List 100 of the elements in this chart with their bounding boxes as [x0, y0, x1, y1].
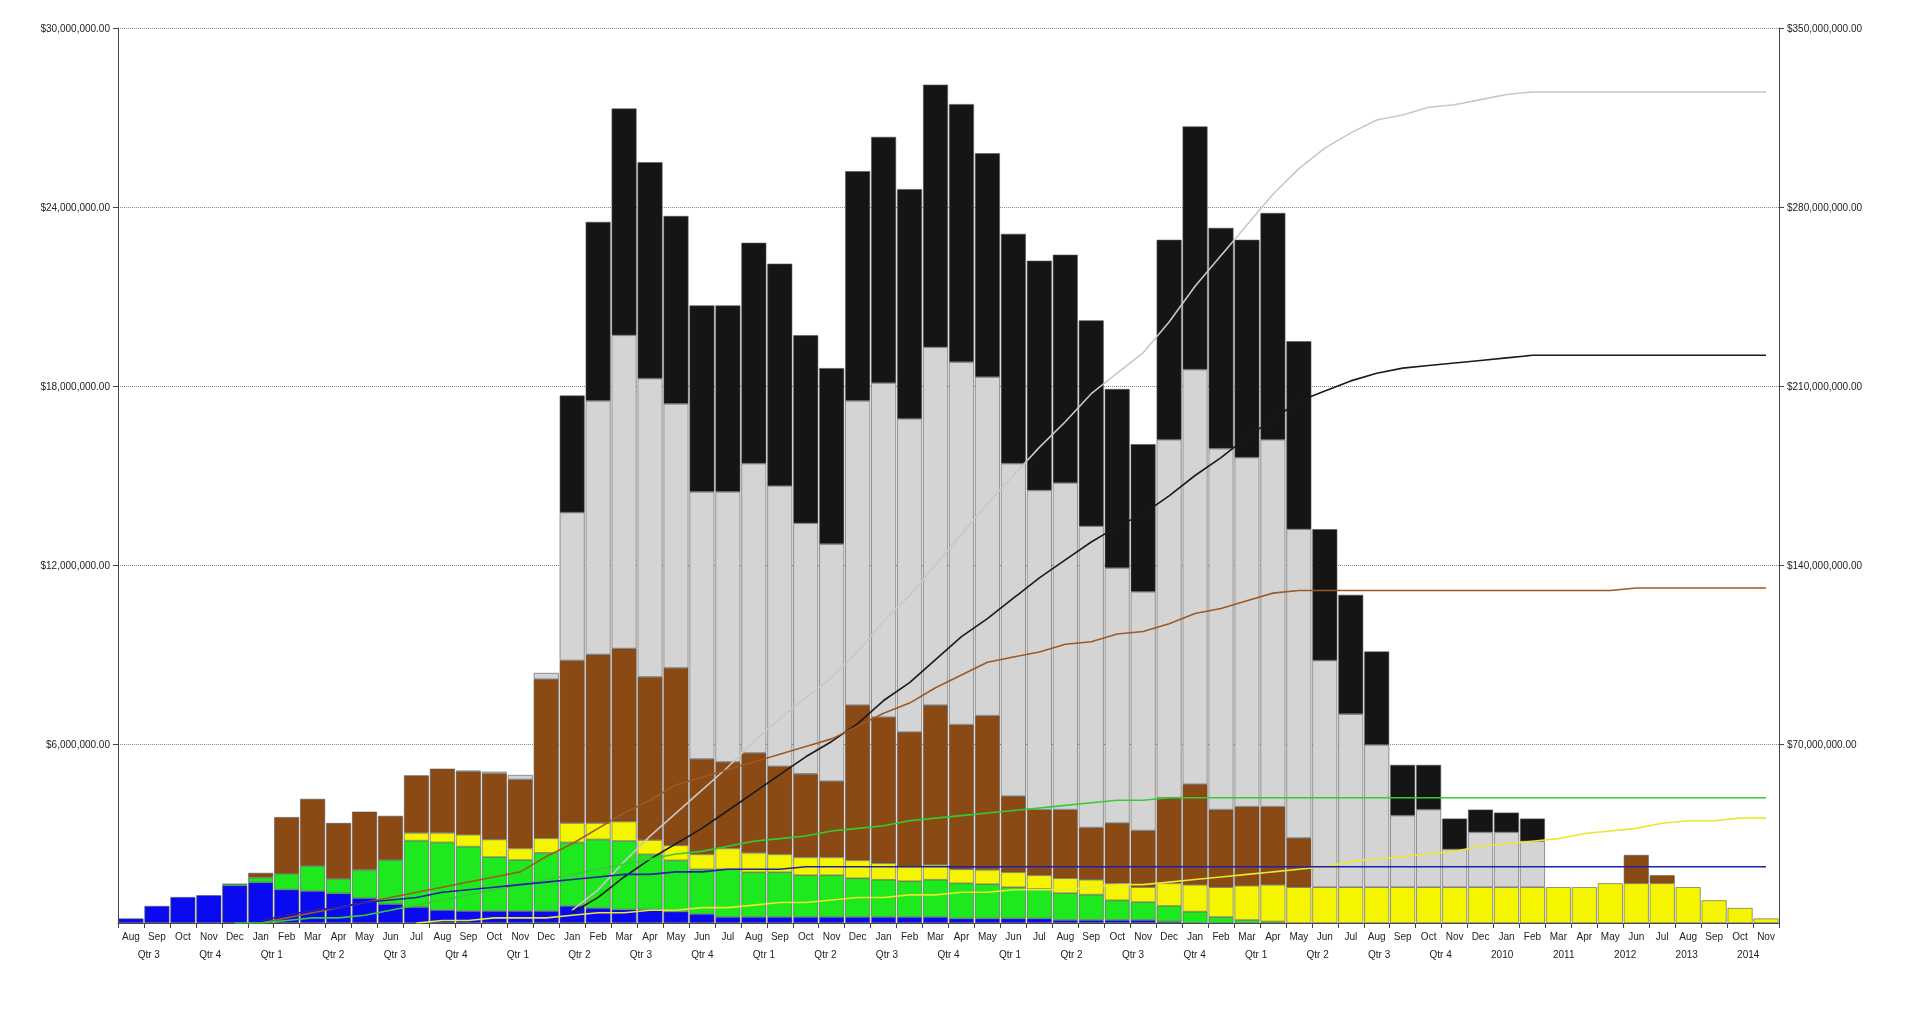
x-tick-label: May	[666, 930, 686, 942]
x-tick-label: Dec	[848, 930, 867, 942]
x-tick-label: Sep	[770, 930, 790, 942]
x-tick-label: Oct	[486, 930, 503, 942]
text: Qtr 1	[998, 948, 1022, 960]
text: Qtr 1	[260, 948, 284, 960]
x-tick-label: Jul	[1344, 930, 1358, 942]
text: Qtr 3	[1121, 948, 1145, 960]
text: Qtr 4	[1429, 948, 1453, 960]
y2-tick-label: $210,000,000.00	[1787, 380, 1863, 392]
text: Qtr 3	[137, 948, 161, 960]
text: 2013	[1675, 948, 1699, 960]
text: 2011	[1552, 948, 1575, 960]
x-tick-label: Jun	[693, 930, 711, 942]
x-tick-label: Jun	[1005, 930, 1022, 942]
x-tick-label: Apr	[953, 930, 970, 942]
text: Qtr 2	[1306, 948, 1330, 960]
x-tick-label: Apr	[1576, 930, 1593, 942]
x-tick-label: Oct	[175, 930, 191, 942]
text: Qtr 1	[506, 948, 530, 960]
x-tick-label: Sep	[1705, 930, 1724, 942]
x-tick-label: Dec	[537, 930, 556, 942]
x-tick-label: Mar	[304, 930, 322, 942]
line-series	[415, 817, 1767, 924]
y-tick-label: $24,000,000.00	[40, 201, 111, 213]
y2-tick-label: $280,000,000.00	[1787, 201, 1863, 213]
x-tick-label: Mar	[1549, 930, 1568, 942]
x-tick-label: Aug	[1679, 930, 1698, 942]
text: Qtr 4	[937, 948, 961, 960]
x-tick-label: Jan	[564, 930, 581, 942]
x-tick-label: Jun	[1316, 930, 1333, 942]
x-tick-label: Aug	[433, 930, 452, 942]
y2-tick-label: $350,000,000.00	[1787, 22, 1863, 34]
y2-tick-label: $70,000,000.00	[1787, 738, 1857, 750]
x-tick-label: Dec	[225, 930, 244, 942]
x-tick-label: Dec	[1160, 930, 1178, 942]
text: 2014	[1737, 948, 1760, 960]
x-tick-label: Sep	[459, 930, 478, 942]
x-tick-label: Jun	[382, 930, 399, 942]
text: Qtr 3	[1368, 948, 1391, 960]
text: Qtr 2	[568, 948, 591, 960]
text: 2012	[1614, 948, 1637, 960]
text: Qtr 4	[199, 948, 222, 960]
line-series	[233, 796, 1767, 924]
x-tick-label: Feb	[1523, 930, 1542, 942]
x-tick-label: Sep	[1393, 930, 1413, 942]
x-tick-label: Nov	[511, 930, 530, 942]
text: Qtr 2	[814, 948, 838, 960]
x-tick-label: Feb	[1212, 930, 1231, 942]
text: Qtr 3	[383, 948, 407, 960]
x-tick-label: Dec	[1471, 930, 1490, 942]
x-tick-label: Jan	[1498, 930, 1515, 942]
x-tick-label: Jan	[1186, 930, 1204, 942]
x-tick-label: Aug	[122, 930, 140, 942]
x-tick-label: Nov	[1134, 930, 1153, 942]
x-tick-label: May	[1600, 930, 1620, 942]
y-tick-label: $12,000,000.00	[40, 559, 111, 571]
x-tick-label: May	[977, 930, 997, 942]
text: Qtr 2	[1060, 948, 1084, 960]
text: Qtr 3	[629, 948, 653, 960]
x-tick-label: Jul	[410, 930, 423, 942]
x-tick-label: May	[355, 930, 375, 942]
text: Qtr 1	[752, 948, 776, 960]
x-tick-label: Nov	[822, 930, 841, 942]
x-tick-label: Sep	[1082, 930, 1101, 942]
x-tick-label: May	[1289, 930, 1309, 942]
x-tick-label: Jun	[1628, 930, 1645, 942]
x-tick-label: Apr	[1265, 930, 1282, 942]
x-tick-label: Jan	[252, 930, 269, 942]
x-tick-label: Aug	[1367, 930, 1386, 942]
line-series	[571, 91, 1767, 912]
text: Qtr 4	[691, 948, 714, 960]
x-tick-label: Oct	[797, 930, 814, 942]
x-tick-label: Mar	[926, 930, 945, 942]
x-tick-label: Feb	[278, 930, 296, 942]
x-tick-label: Jul	[721, 930, 735, 942]
x-tick-label: Jul	[1655, 930, 1669, 942]
x-tick-label: Feb	[900, 930, 919, 942]
y-tick-label: $18,000,000.00	[40, 380, 111, 392]
x-tick-label: Apr	[642, 930, 659, 942]
x-tick-label: Mar	[615, 930, 634, 942]
x-tick-label: Oct	[1732, 930, 1749, 942]
x-tick-label: Nov	[199, 930, 218, 942]
x-tick-label: Jul	[1032, 930, 1046, 942]
text: Qtr 1	[1244, 948, 1268, 960]
text: Qtr 4	[1183, 948, 1207, 960]
x-tick-label: Oct	[1109, 930, 1126, 942]
y-tick-label: $30,000,000.00	[40, 22, 111, 34]
x-tick-label: Aug	[1056, 930, 1075, 942]
x-tick-label: Feb	[589, 930, 608, 942]
x-tick-label: Jan	[875, 930, 892, 942]
text: Qtr 2	[322, 948, 345, 960]
text: 2010	[1491, 948, 1514, 960]
y2-tick-label: $140,000,000.00	[1787, 559, 1863, 571]
x-tick-label: Oct	[1420, 930, 1437, 942]
line-series	[259, 865, 1767, 922]
text: Qtr 3	[875, 948, 899, 960]
y-tick-label: $6,000,000.00	[46, 738, 111, 750]
text: Qtr 4	[445, 948, 468, 960]
x-tick-label: Sep	[148, 930, 167, 942]
